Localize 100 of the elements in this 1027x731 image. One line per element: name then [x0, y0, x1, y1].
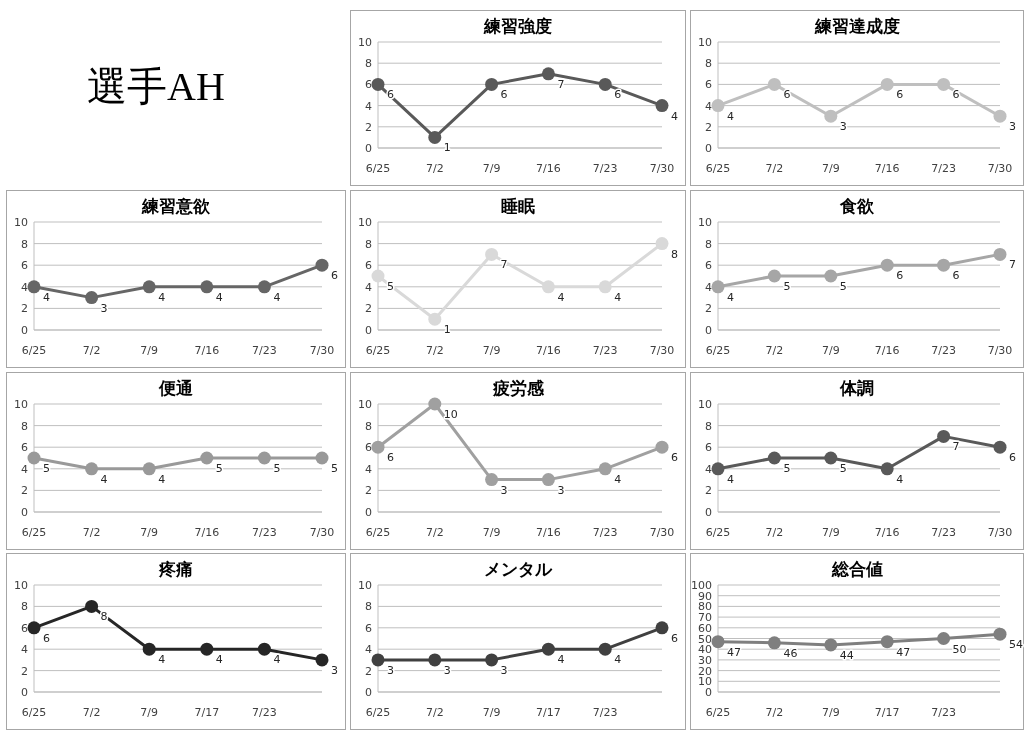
y-tick-label: 0 [365, 506, 372, 519]
x-tick-label: 7/30 [309, 526, 335, 539]
x-tick-label: 7/23 [252, 526, 277, 539]
data-label: 3 [100, 301, 108, 315]
point [824, 109, 838, 123]
data-label: 3 [331, 663, 338, 677]
y-tick-label: 0 [21, 506, 28, 519]
data-label: 4 [158, 653, 166, 667]
x-tick-label: 6/25 [705, 526, 731, 539]
point [824, 269, 838, 283]
data-label: 6 [896, 88, 904, 102]
y-tick-label: 0 [21, 686, 28, 699]
x-tick-label: 7/17 [536, 706, 561, 719]
y-tick-label: 4 [365, 99, 372, 113]
data-label: 6 [671, 631, 678, 645]
x-tick-label: 6/25 [365, 526, 391, 539]
x-tick-label: 7/2 [425, 706, 444, 719]
y-tick-label: 2 [705, 120, 712, 134]
data-label: 4 [727, 109, 734, 123]
x-tick-label: 7/30 [309, 344, 335, 357]
chart-title: 練習強度 [483, 16, 552, 36]
data-label: 6 [614, 88, 622, 102]
data-label: 4 [43, 290, 50, 304]
data-label: 6 [952, 269, 960, 283]
data-label: 4 [727, 290, 734, 304]
x-tick-label: 7/9 [821, 526, 840, 539]
x-tick-label: 7/23 [931, 706, 956, 719]
data-label: 7 [1009, 258, 1016, 272]
data-label: 6 [783, 88, 791, 102]
x-tick-label: 6/25 [21, 344, 47, 357]
point [767, 636, 781, 650]
point [598, 462, 612, 476]
data-label: 3 [500, 663, 508, 677]
y-tick-label: 2 [365, 120, 372, 134]
y-tick-label: 100 [691, 579, 712, 592]
x-tick-label: 7/9 [821, 162, 840, 175]
y-tick-label: 6 [365, 259, 372, 273]
y-tick-label: 6 [365, 441, 372, 455]
y-tick-label: 4 [705, 99, 712, 113]
y-tick-label: 4 [21, 280, 28, 294]
x-tick-label: 7/9 [140, 344, 159, 357]
data-label: 50 [952, 642, 967, 656]
y-tick-label: 10 [14, 398, 28, 411]
y-tick-label: 6 [705, 78, 712, 92]
y-tick-label: 6 [21, 441, 28, 455]
point [27, 280, 41, 294]
data-label: 3 [839, 120, 847, 134]
x-tick-label: 6/25 [21, 706, 47, 719]
data-label: 4 [614, 290, 622, 304]
data-label: 54 [1009, 638, 1023, 652]
point [485, 653, 499, 667]
x-tick-label: 6/25 [705, 162, 731, 175]
data-label: 4 [896, 472, 904, 486]
data-label: 47 [896, 645, 911, 659]
x-tick-label: 6/25 [705, 706, 731, 719]
point [767, 451, 781, 465]
chart-title: 総合値 [830, 559, 883, 579]
y-tick-label: 4 [21, 462, 28, 476]
y-tick-label: 10 [358, 398, 372, 411]
chart-title: 便通 [158, 378, 193, 398]
x-tick-label: 7/23 [592, 526, 618, 539]
x-tick-label: 7/16 [536, 344, 561, 357]
data-label: 4 [557, 653, 565, 667]
x-tick-label: 7/30 [649, 162, 675, 175]
y-tick-label: 0 [705, 142, 712, 155]
y-tick-label: 2 [21, 302, 28, 316]
data-label: 3 [1009, 120, 1016, 134]
point [485, 77, 499, 91]
point [142, 280, 156, 294]
x-tick-label: 7/23 [592, 162, 618, 175]
point [142, 642, 156, 656]
y-tick-label: 10 [698, 675, 712, 689]
data-label: 5 [839, 462, 847, 475]
chart-title: 睡眠 [501, 196, 535, 216]
data-label: 4 [100, 472, 108, 486]
y-tick-label: 2 [21, 484, 28, 498]
point [880, 635, 894, 649]
data-label: 5 [783, 280, 791, 293]
y-tick-label: 6 [705, 259, 712, 273]
point [541, 67, 555, 81]
y-tick-label: 4 [365, 280, 372, 294]
point [824, 451, 838, 465]
data-label: 4 [671, 109, 678, 123]
point [485, 473, 499, 487]
y-tick-label: 0 [705, 324, 712, 337]
x-tick-label: 6/25 [365, 162, 391, 175]
y-tick-label: 2 [705, 302, 712, 316]
x-tick-label: 7/9 [482, 706, 501, 719]
data-label: 6 [43, 631, 50, 645]
data-label: 4 [273, 290, 281, 304]
data-label: 4 [557, 290, 565, 304]
data-label: 6 [387, 451, 394, 465]
y-tick-label: 0 [365, 142, 372, 155]
chart-title: 疼痛 [158, 559, 193, 579]
x-tick-label: 7/23 [252, 706, 277, 719]
point [767, 77, 781, 91]
data-label: 5 [387, 280, 394, 293]
x-tick-label: 7/2 [425, 526, 444, 539]
x-tick-label: 7/9 [821, 706, 840, 719]
y-tick-label: 0 [21, 324, 28, 337]
